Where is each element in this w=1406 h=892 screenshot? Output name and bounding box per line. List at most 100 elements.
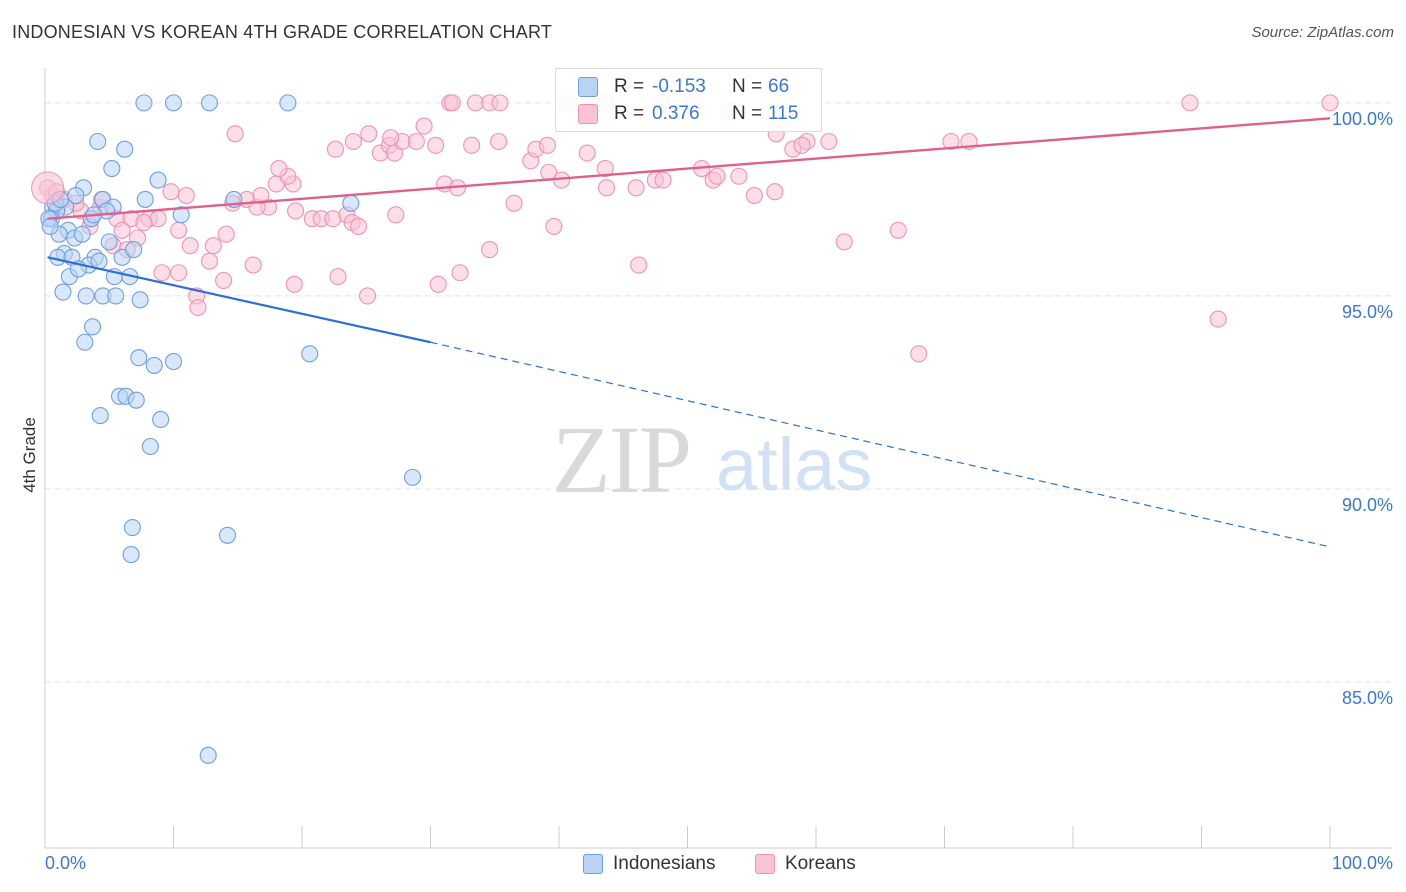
- korean-point: [217, 225, 235, 243]
- korean-point: [349, 217, 368, 235]
- indonesian-point: [218, 526, 237, 544]
- korean-point: [443, 94, 461, 112]
- watermark: ZIP atlas: [552, 406, 872, 513]
- korean-point: [730, 167, 748, 185]
- indonesian-point: [141, 437, 159, 456]
- indonesian-point: [130, 349, 148, 367]
- indonesian-point: [100, 233, 118, 251]
- gridlines: [45, 102, 1392, 683]
- y-tick-label: 100.0%: [1332, 109, 1393, 129]
- korean-point: [135, 214, 153, 232]
- korean-point: [387, 206, 405, 224]
- korean-point: [189, 298, 207, 317]
- korean-point: [360, 125, 378, 143]
- korean-point: [597, 179, 616, 197]
- korean-point: [170, 221, 188, 239]
- legend-n-value: 66: [768, 76, 790, 97]
- y-axis-label: 4th Grade: [20, 417, 39, 493]
- korean-point: [382, 129, 400, 147]
- y-tick-label: 90.0%: [1342, 495, 1393, 515]
- korean-point: [200, 252, 219, 270]
- indonesian-point: [122, 546, 140, 564]
- korean-point: [820, 132, 838, 151]
- korean-point: [910, 345, 928, 363]
- data-points: [31, 94, 1339, 764]
- korean-point: [181, 237, 199, 255]
- korean-point: [162, 183, 180, 201]
- indonesian-point: [301, 345, 319, 363]
- korean-point: [226, 125, 244, 143]
- korean-point: [451, 264, 469, 282]
- indonesian-point: [342, 194, 360, 212]
- legend-n-label: N =: [732, 76, 763, 97]
- indonesian-point: [145, 356, 163, 374]
- indonesian-point: [54, 283, 72, 301]
- korean-point: [270, 159, 288, 178]
- indonesian-point: [135, 94, 153, 112]
- indonesian-point: [91, 407, 109, 425]
- indonesian-point: [152, 410, 170, 429]
- indonesian-point: [136, 190, 154, 208]
- series-legend-koreans: Koreans: [755, 850, 856, 878]
- korean-point: [463, 136, 481, 154]
- korean-point: [481, 241, 499, 259]
- watermark-atlas: atlas: [716, 423, 872, 506]
- watermark-zip: ZIP: [552, 406, 690, 513]
- korean-point: [287, 202, 305, 220]
- y-tick-label: 95.0%: [1342, 302, 1393, 322]
- x-tick-label: 0.0%: [45, 853, 86, 873]
- legend-label-indonesians: Indonesians: [613, 853, 716, 874]
- korean-point: [578, 144, 596, 162]
- korean-point: [324, 210, 342, 228]
- chart-title: INDONESIAN VS KOREAN 4TH GRADE CORRELATI…: [12, 22, 553, 42]
- korean-point: [415, 117, 433, 135]
- legend-r-label: R =: [614, 76, 645, 97]
- legend-n-label: N =: [732, 103, 763, 124]
- indonesian-point: [89, 132, 107, 151]
- korean-point: [490, 132, 508, 151]
- korean-point: [1321, 94, 1339, 112]
- legend-swatch-koreans: [578, 104, 598, 124]
- indonesian-point: [164, 94, 183, 112]
- indonesian-point: [200, 94, 219, 112]
- korean-point: [835, 233, 853, 251]
- korean-point: [505, 194, 523, 212]
- y-tick-label: 85.0%: [1342, 688, 1393, 708]
- korean-point: [113, 221, 131, 239]
- indonesian-point: [77, 287, 95, 305]
- legend-r-value: -0.153: [652, 76, 706, 97]
- legend-swatch-indonesians: [583, 854, 603, 874]
- korean-point: [177, 186, 195, 205]
- indonesians-trend-line: [47, 256, 431, 344]
- korean-point: [427, 136, 445, 154]
- correlation-legend: R = -0.153 N = 66 R = 0.376 N = 115: [555, 68, 822, 132]
- indonesian-point: [164, 353, 183, 371]
- indonesian-point: [116, 140, 134, 158]
- korean-point: [244, 256, 262, 274]
- korean-point: [745, 186, 763, 205]
- korean-point: [31, 171, 65, 205]
- korean-point: [654, 171, 672, 189]
- x-tick-label: 100.0%: [1332, 853, 1393, 873]
- indonesian-point: [279, 94, 297, 112]
- korean-point: [170, 264, 188, 282]
- indonesian-point: [107, 287, 125, 305]
- legend-swatch-koreans: [755, 854, 775, 874]
- legend-r-label: R =: [614, 103, 645, 124]
- korean-point: [326, 140, 344, 158]
- korean-point: [204, 237, 222, 255]
- korean-point: [1181, 94, 1199, 112]
- korean-point: [889, 221, 907, 239]
- korean-point: [407, 132, 425, 151]
- series-legend-indonesians: Indonesians: [583, 850, 715, 878]
- korean-point: [766, 183, 784, 201]
- korean-point: [1209, 310, 1227, 328]
- korean-point: [329, 268, 347, 286]
- korean-point: [153, 264, 171, 282]
- indonesian-point: [76, 333, 94, 351]
- indonesian-point: [131, 291, 149, 309]
- korean-point: [630, 256, 648, 274]
- korean-point: [545, 217, 563, 235]
- indonesian-point: [103, 159, 121, 178]
